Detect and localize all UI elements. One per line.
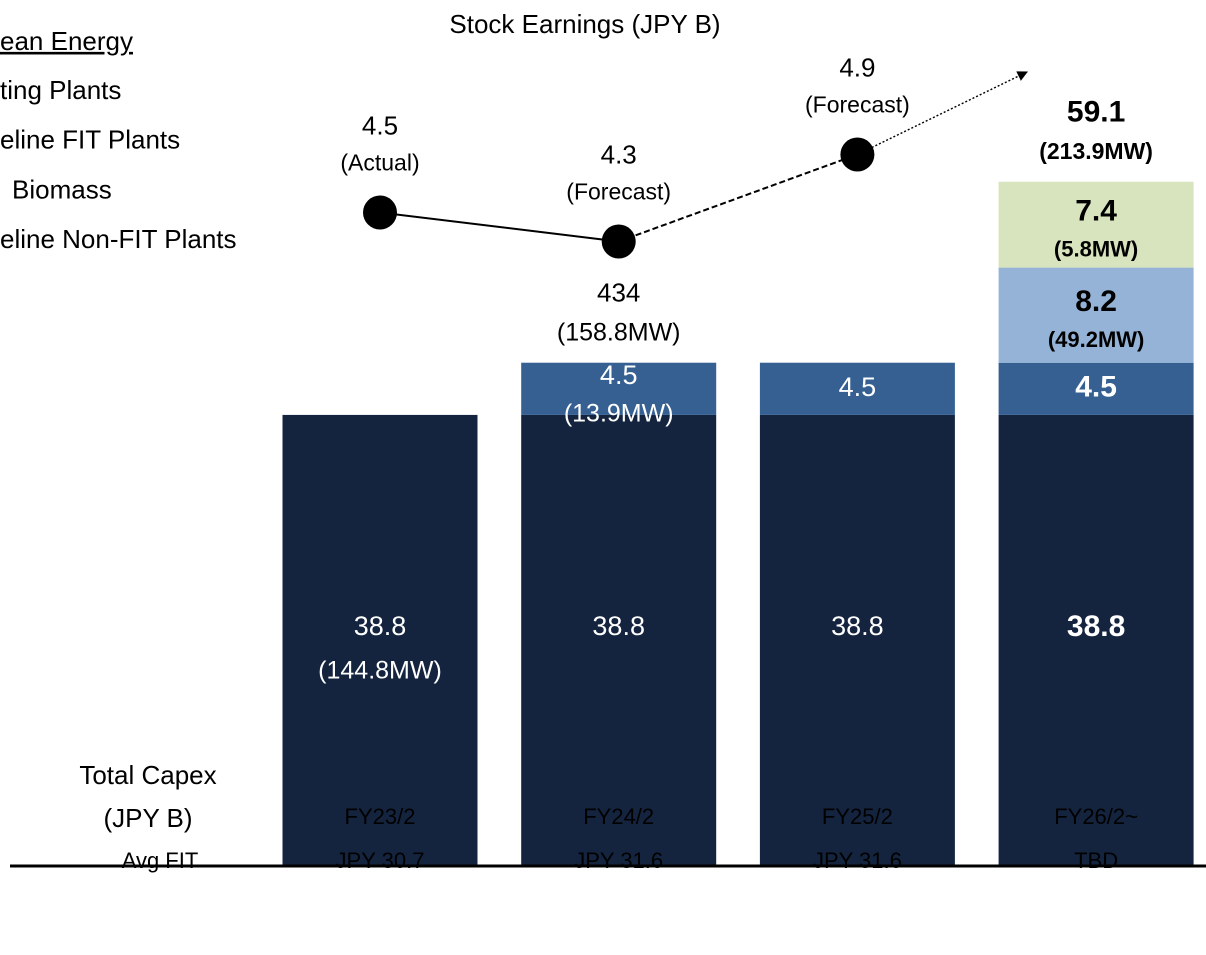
capacity-label: (144.8MW) — [318, 657, 442, 685]
value-label: 38.8 — [1067, 610, 1125, 643]
bar-segment — [521, 362, 717, 415]
line-value-label: 4.3 — [601, 139, 637, 169]
line-point-label: (Forecast) — [566, 179, 671, 205]
value-label: 38.8 — [831, 611, 884, 641]
legend-title: ean Energy — [0, 26, 133, 56]
row-value: TBD — [1074, 848, 1118, 873]
row-value: JPY 31.6 — [813, 848, 902, 873]
bar-segment — [998, 362, 1194, 415]
line-point-label: (Actual) — [340, 150, 419, 176]
value-label: 4.5 — [839, 372, 877, 402]
x-tick-label: FY23/2 — [345, 804, 416, 829]
total-label: 434 — [597, 278, 640, 308]
value-label: 38.8 — [354, 611, 407, 641]
legend-label: eline Non-FIT Plants — [0, 224, 237, 254]
line-value-label: 4.5 — [362, 110, 398, 140]
bar-segment — [521, 414, 717, 865]
y-axis-label: Total Capex — [79, 760, 216, 790]
row-value: JPY 30.7 — [336, 848, 425, 873]
x-tick-label: FY25/2 — [822, 804, 893, 829]
line-segment — [618, 153, 858, 243]
bar-segment — [998, 181, 1194, 268]
value-label: 4.5 — [600, 360, 638, 390]
bar-segment — [759, 362, 955, 415]
total-capacity-label: (158.8MW) — [557, 318, 681, 346]
capacity-label: (5.8MW) — [1054, 236, 1138, 261]
bar-segment — [282, 414, 478, 865]
capacity-label: (13.9MW) — [564, 399, 674, 427]
x-tick-label: FY26/2~ — [1054, 804, 1138, 829]
line-point — [363, 195, 397, 230]
bar-segment — [998, 267, 1194, 363]
value-label: 4.5 — [1075, 371, 1117, 404]
value-label: 7.4 — [1075, 195, 1117, 228]
legend-label: Biomass — [12, 174, 112, 204]
capacity-label: (49.2MW) — [1048, 327, 1145, 352]
forecast-arrow — [857, 71, 1028, 156]
total-capacity-label: (213.9MW) — [1039, 138, 1153, 164]
value-label: 38.8 — [592, 611, 645, 641]
bar-segment — [998, 414, 1194, 865]
line-segment — [379, 211, 619, 243]
line-point-label: (Forecast) — [805, 92, 910, 118]
row-label: Avg FIT — [122, 848, 199, 873]
y-axis-label: (JPY B) — [103, 803, 192, 833]
legend-label: ting Plants — [0, 75, 121, 105]
line-point — [601, 224, 636, 259]
row-value: JPY 31.6 — [574, 848, 663, 873]
line-title: Stock Earnings (JPY B) — [449, 9, 720, 39]
line-value-label: 4.9 — [839, 52, 875, 82]
total-label: 59.1 — [1067, 96, 1125, 129]
x-tick-label: FY24/2 — [583, 804, 654, 829]
value-label: 8.2 — [1075, 285, 1117, 318]
line-point — [840, 137, 875, 172]
legend-label: eline FIT Plants — [0, 125, 180, 155]
bar-segment — [759, 414, 955, 865]
